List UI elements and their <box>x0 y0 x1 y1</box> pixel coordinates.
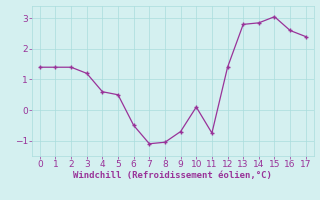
X-axis label: Windchill (Refroidissement éolien,°C): Windchill (Refroidissement éolien,°C) <box>73 171 272 180</box>
